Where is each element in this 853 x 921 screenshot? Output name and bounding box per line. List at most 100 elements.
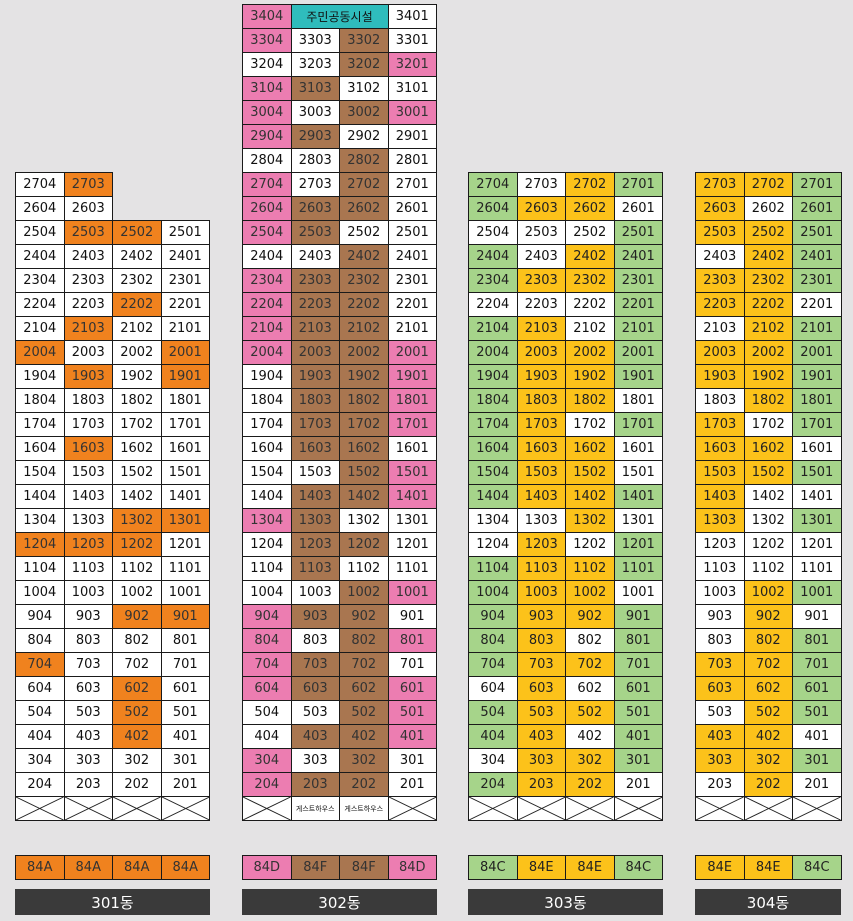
empty-unit-cross-icon [695, 796, 745, 821]
unit-cell: 2503 [695, 220, 745, 245]
unit-cell: 903 [516, 604, 566, 629]
unit-cell: 204 [15, 772, 65, 797]
unit-type-cell: 84E [516, 855, 566, 880]
unit-cell: 301 [387, 748, 437, 773]
unit-cell: 301 [792, 748, 842, 773]
unit-type-cell: 84D [387, 855, 437, 880]
unit-cell: 1401 [792, 484, 842, 509]
unit-cell: 1703 [290, 412, 340, 437]
unit-cell: 604 [468, 676, 518, 701]
empty-unit-cross-icon [792, 796, 842, 821]
unit-cell: 801 [792, 628, 842, 653]
unit-cell: 1102 [743, 556, 793, 581]
unit-type-cell: 84C [468, 855, 518, 880]
unit-cell: 202 [112, 772, 162, 797]
unit-cell: 802 [565, 628, 615, 653]
unit-cell: 1402 [743, 484, 793, 509]
unit-cell: 1501 [613, 460, 663, 485]
unit-type-cell: 84A [112, 855, 162, 880]
unit-cell: 1201 [792, 532, 842, 557]
unit-cell: 2103 [695, 316, 745, 341]
unit-cell: 2402 [339, 244, 389, 269]
unit-cell: 2201 [792, 292, 842, 317]
unit-cell: 1502 [565, 460, 615, 485]
empty-unit-cross-icon [63, 796, 113, 821]
unit-cell: 804 [15, 628, 65, 653]
unit-cell: 2701 [792, 172, 842, 197]
unit-cell: 1904 [242, 364, 292, 389]
unit-cell: 904 [468, 604, 518, 629]
unit-cell: 1902 [339, 364, 389, 389]
unit-cell: 1402 [112, 484, 162, 509]
unit-cell: 2802 [339, 148, 389, 173]
empty-unit-cross-icon [468, 796, 518, 821]
unit-cell: 902 [112, 604, 162, 629]
unit-cell: 703 [290, 652, 340, 677]
unit-cell: 1502 [339, 460, 389, 485]
unit-cell: 1401 [613, 484, 663, 509]
unit-cell: 1504 [242, 460, 292, 485]
unit-cell: 2301 [160, 268, 210, 293]
unit-cell: 1602 [112, 436, 162, 461]
unit-type-cell: 84F [290, 855, 340, 880]
unit-cell: 1501 [792, 460, 842, 485]
unit-cell: 2202 [565, 292, 615, 317]
unit-cell: 1101 [160, 556, 210, 581]
unit-cell: 1501 [387, 460, 437, 485]
unit-cell: 2402 [743, 244, 793, 269]
unit-cell: 3204 [242, 52, 292, 77]
unit-cell: 601 [387, 676, 437, 701]
unit-cell: 1102 [565, 556, 615, 581]
unit-cell: 1401 [387, 484, 437, 509]
unit-cell: 504 [242, 700, 292, 725]
unit-cell: 903 [695, 604, 745, 629]
unit-cell: 503 [63, 700, 113, 725]
unit-cell: 2002 [112, 340, 162, 365]
unit-cell: 202 [565, 772, 615, 797]
unit-cell: 1603 [63, 436, 113, 461]
unit-cell: 902 [743, 604, 793, 629]
unit-cell: 2803 [290, 148, 340, 173]
unit-cell: 1203 [290, 532, 340, 557]
unit-cell: 2303 [516, 268, 566, 293]
unit-cell: 2101 [613, 316, 663, 341]
unit-cell: 301 [160, 748, 210, 773]
unit-cell: 601 [160, 676, 210, 701]
unit-cell: 2104 [468, 316, 518, 341]
unit-cell: 802 [112, 628, 162, 653]
unit-cell: 2103 [516, 316, 566, 341]
guesthouse-cell: 게스트하우스 [290, 796, 340, 821]
unit-cell: 404 [15, 724, 65, 749]
unit-cell: 1001 [387, 580, 437, 605]
unit-cell: 2404 [468, 244, 518, 269]
unit-cell: 1104 [468, 556, 518, 581]
unit-cell: 1102 [339, 556, 389, 581]
unit-cell: 602 [743, 676, 793, 701]
unit-cell: 603 [63, 676, 113, 701]
unit-cell: 2401 [792, 244, 842, 269]
unit-cell: 1504 [15, 460, 65, 485]
unit-cell: 2103 [63, 316, 113, 341]
unit-cell: 3001 [387, 100, 437, 125]
unit-cell: 201 [387, 772, 437, 797]
unit-cell: 1404 [242, 484, 292, 509]
unit-cell: 3002 [339, 100, 389, 125]
unit-cell: 2102 [112, 316, 162, 341]
unit-cell: 1302 [339, 508, 389, 533]
unit-cell: 2501 [387, 220, 437, 245]
unit-cell: 1101 [613, 556, 663, 581]
unit-cell: 2602 [743, 196, 793, 221]
unit-cell: 704 [15, 652, 65, 677]
unit-cell: 2701 [613, 172, 663, 197]
unit-cell: 1202 [339, 532, 389, 557]
unit-cell: 1903 [290, 364, 340, 389]
unit-cell: 2703 [695, 172, 745, 197]
unit-cell: 2103 [290, 316, 340, 341]
unit-cell: 1501 [160, 460, 210, 485]
unit-cell: 304 [15, 748, 65, 773]
unit-cell: 403 [290, 724, 340, 749]
unit-cell: 1202 [743, 532, 793, 557]
unit-cell: 1801 [792, 388, 842, 413]
unit-cell: 1904 [468, 364, 518, 389]
unit-cell: 1601 [613, 436, 663, 461]
